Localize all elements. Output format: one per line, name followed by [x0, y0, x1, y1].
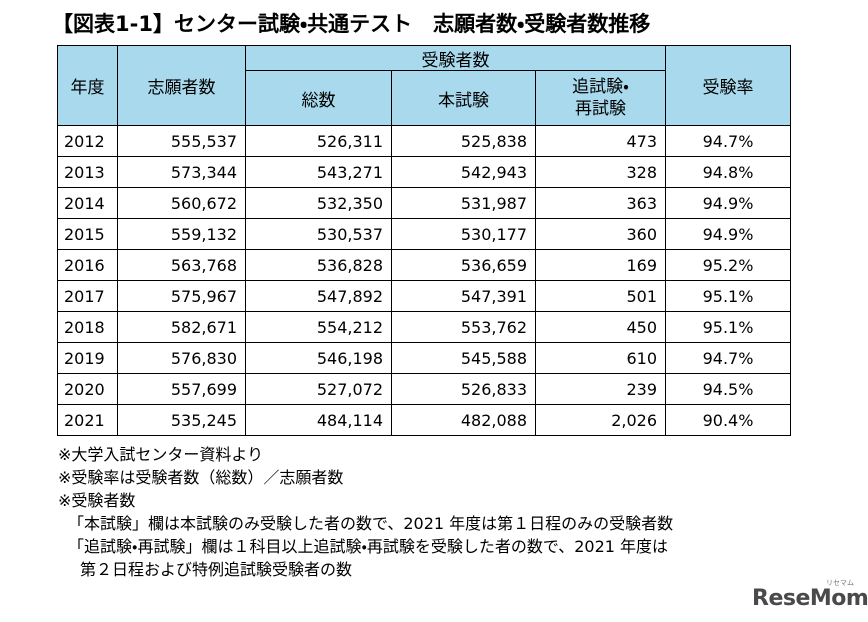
- table-cell: 169: [535, 249, 666, 281]
- note-line: ※受験率は受験者数（総数）／志願者数: [58, 468, 344, 487]
- note-line: ※受験者数: [58, 491, 136, 510]
- table-cell: 450: [535, 311, 666, 343]
- note-line: ※大学入試センター資料より: [58, 445, 264, 464]
- table-cell: 542,943: [391, 156, 536, 188]
- note-line: 第２日程および特例追試験受験者の数: [80, 560, 353, 579]
- table-cell: 527,072: [245, 373, 392, 405]
- table-cell: 546,198: [245, 342, 392, 374]
- table-cell: 95.2%: [665, 249, 791, 281]
- table-cell: 94.5%: [665, 373, 791, 405]
- table-cell: 94.7%: [665, 342, 791, 374]
- table-cell: 95.1%: [665, 280, 791, 312]
- table-cell: 501: [535, 280, 666, 312]
- table-cell: 526,311: [245, 125, 392, 157]
- table-cell: 536,659: [391, 249, 536, 281]
- table-cell: 553,762: [391, 311, 536, 343]
- table-cell: 543,271: [245, 156, 392, 188]
- table-cell: 2016: [57, 249, 118, 281]
- table-cell: 482,088: [391, 404, 536, 436]
- table-cell: 94.9%: [665, 218, 791, 250]
- table-cell: 94.8%: [665, 156, 791, 188]
- table-cell: 535,245: [117, 404, 246, 436]
- header-cell: 年度: [57, 45, 118, 126]
- table-cell: 2018: [57, 311, 118, 343]
- header-cell: 受験率: [665, 45, 791, 126]
- note-line: 「追試験・再試験」欄は１科目以上追試験・再試験を受験した者の数で、2021 年度…: [68, 537, 669, 556]
- table-cell: 363: [535, 187, 666, 219]
- table-cell: 559,132: [117, 218, 246, 250]
- table-cell: 531,987: [391, 187, 536, 219]
- table-cell: 560,672: [117, 187, 246, 219]
- table-cell: 582,671: [117, 311, 246, 343]
- table-cell: 2021: [57, 404, 118, 436]
- table-cell: 547,892: [245, 280, 392, 312]
- logo: ReseMom: [752, 586, 868, 611]
- table-cell: 573,344: [117, 156, 246, 188]
- table-cell: 555,537: [117, 125, 246, 157]
- table-cell: 554,212: [245, 311, 392, 343]
- table-cell: 90.4%: [665, 404, 791, 436]
- table-cell: 2013: [57, 156, 118, 188]
- table-cell: 576,830: [117, 342, 246, 374]
- header-cell: 総数: [245, 70, 392, 126]
- table-cell: 530,177: [391, 218, 536, 250]
- table-cell: 95.1%: [665, 311, 791, 343]
- table-cell: 360: [535, 218, 666, 250]
- table-cell: 547,391: [391, 280, 536, 312]
- logo-kana: リセマム: [826, 579, 854, 587]
- table-cell: 94.7%: [665, 125, 791, 157]
- table-cell: 530,537: [245, 218, 392, 250]
- table-cell: 525,838: [391, 125, 536, 157]
- table-cell: 484,114: [245, 404, 392, 436]
- title: 【図表1-1】センター試験・共通テスト 志願者数・受験者数推移: [52, 12, 651, 36]
- table-cell: 328: [535, 156, 666, 188]
- header-cell: 追試験・ 再試験: [535, 70, 666, 126]
- table-cell: 545,588: [391, 342, 536, 374]
- header-cell: 受験者数: [245, 45, 666, 71]
- table-cell: 94.9%: [665, 187, 791, 219]
- table-cell: 2015: [57, 218, 118, 250]
- table-cell: 2,026: [535, 404, 666, 436]
- header-line: 再試験: [575, 99, 626, 119]
- table-cell: 532,350: [245, 187, 392, 219]
- table-cell: 610: [535, 342, 666, 374]
- table-cell: 563,768: [117, 249, 246, 281]
- header-cell: 本試験: [391, 70, 536, 126]
- table-cell: 2020: [57, 373, 118, 405]
- header-line: 追試験・: [572, 77, 629, 97]
- table-cell: 473: [535, 125, 666, 157]
- table-cell: 2017: [57, 280, 118, 312]
- table-cell: 575,967: [117, 280, 246, 312]
- table-cell: 2019: [57, 342, 118, 374]
- table-cell: 526,833: [391, 373, 536, 405]
- note-line: 「本試験」欄は本試験のみ受験した者の数で、2021 年度は第１日程のみの受験者数: [68, 514, 674, 533]
- table-cell: 536,828: [245, 249, 392, 281]
- table-cell: 2014: [57, 187, 118, 219]
- header-cell: 志願者数: [117, 45, 246, 126]
- table-cell: 557,699: [117, 373, 246, 405]
- table-cell: 2012: [57, 125, 118, 157]
- table-cell: 239: [535, 373, 666, 405]
